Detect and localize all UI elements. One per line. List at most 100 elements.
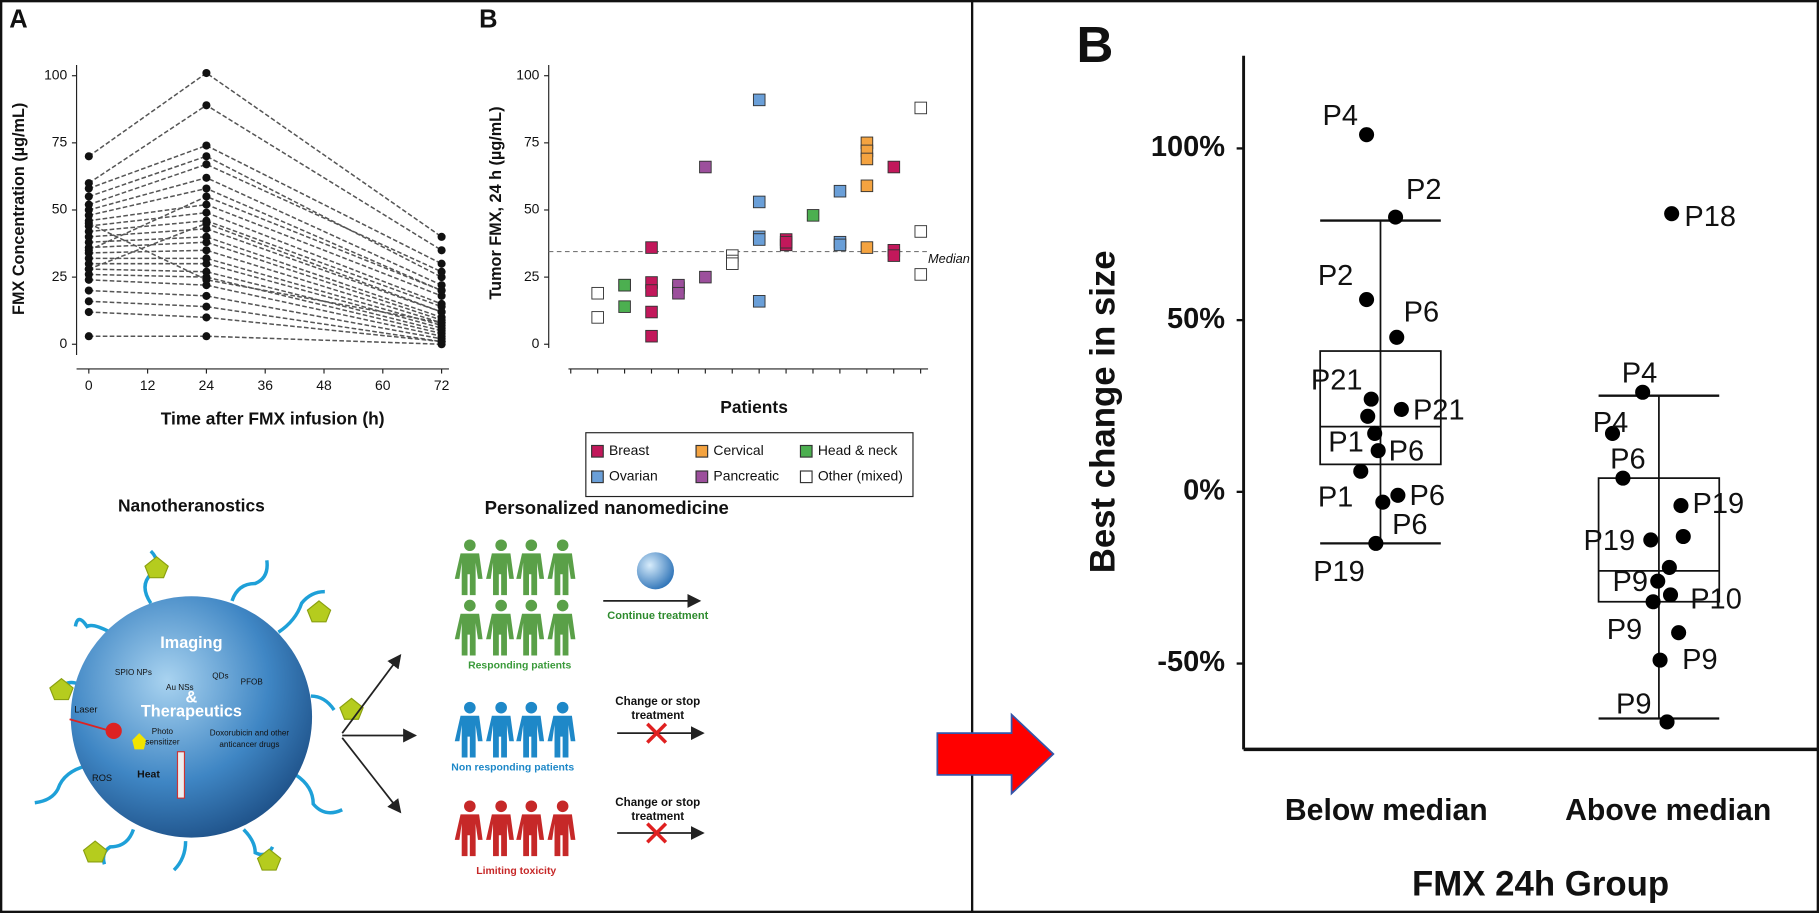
point-label: P9 bbox=[1613, 566, 1648, 598]
legend-swatch bbox=[695, 444, 709, 458]
series-line bbox=[88, 228, 442, 313]
person-body bbox=[516, 814, 545, 857]
point bbox=[437, 246, 446, 255]
legend-swatch bbox=[799, 470, 813, 484]
point bbox=[1664, 206, 1680, 222]
person-head bbox=[556, 599, 569, 612]
person-body bbox=[486, 814, 514, 857]
point-label: P4 bbox=[1622, 358, 1657, 390]
point-label: P1 bbox=[1328, 427, 1363, 459]
point bbox=[1650, 573, 1666, 589]
point bbox=[645, 329, 658, 343]
point bbox=[1359, 127, 1375, 143]
red-arrow bbox=[936, 712, 1055, 796]
legend-swatch bbox=[591, 444, 604, 458]
series-line bbox=[88, 311, 442, 343]
action-label: Change or stop bbox=[615, 796, 700, 809]
y-tick-label: 25 bbox=[524, 268, 540, 284]
x-tick-label: 48 bbox=[316, 377, 332, 393]
legend-label: Cervical bbox=[713, 442, 763, 458]
x-axis-label: Time after FMX infusion (h) bbox=[161, 409, 385, 429]
point bbox=[1359, 291, 1375, 308]
point-label: P2 bbox=[1318, 260, 1353, 292]
person-head bbox=[556, 539, 569, 552]
point bbox=[202, 101, 211, 110]
y-tick-label: 100% bbox=[1151, 131, 1225, 163]
series-line bbox=[88, 195, 442, 292]
point bbox=[202, 291, 211, 300]
point bbox=[84, 246, 93, 255]
person-body bbox=[516, 613, 545, 656]
point bbox=[84, 286, 93, 295]
y-tick-label: 50% bbox=[1167, 303, 1225, 335]
point-label: P6 bbox=[1610, 443, 1645, 475]
series-line bbox=[88, 72, 443, 238]
legend-box bbox=[585, 432, 914, 498]
point bbox=[437, 286, 446, 295]
point-label: P19 bbox=[1693, 488, 1745, 520]
person-head bbox=[495, 539, 507, 552]
x-tick-label: 12 bbox=[140, 377, 156, 393]
point bbox=[645, 284, 658, 297]
point bbox=[202, 200, 211, 209]
nanoparticle bbox=[70, 596, 313, 838]
series-line bbox=[88, 163, 442, 273]
series-line bbox=[88, 268, 442, 332]
label: PFOB bbox=[241, 677, 263, 686]
point bbox=[437, 318, 446, 327]
person-head bbox=[556, 701, 569, 714]
point-label: P9 bbox=[1682, 644, 1717, 676]
series-line bbox=[88, 335, 442, 346]
label: & bbox=[186, 689, 198, 707]
point bbox=[914, 101, 928, 115]
legend-swatch bbox=[695, 470, 709, 484]
point bbox=[1353, 463, 1369, 479]
y-axis-label: Best change in size bbox=[1084, 250, 1123, 573]
median-label: Median bbox=[928, 251, 970, 266]
point-label: P9 bbox=[1607, 614, 1642, 646]
legend-label: Breast bbox=[609, 442, 649, 458]
person-head bbox=[556, 800, 569, 813]
point-label: P19 bbox=[1584, 525, 1636, 557]
point bbox=[645, 305, 658, 319]
point bbox=[1661, 559, 1677, 575]
point bbox=[202, 275, 211, 284]
diagram-title: Personalized nanomedicine bbox=[485, 497, 729, 518]
person-head bbox=[525, 800, 538, 813]
point-label: P18 bbox=[1684, 201, 1736, 233]
y-tick-label: 0 bbox=[60, 335, 68, 351]
point bbox=[1368, 535, 1384, 551]
point bbox=[1375, 494, 1391, 510]
point bbox=[645, 241, 658, 254]
point-label: P19 bbox=[1313, 556, 1365, 588]
point bbox=[914, 268, 928, 281]
point bbox=[1662, 587, 1679, 603]
point bbox=[860, 241, 874, 254]
person-body bbox=[486, 613, 514, 656]
person-body bbox=[454, 715, 483, 758]
x-tick-label: 36 bbox=[257, 377, 273, 393]
series-line bbox=[88, 273, 442, 335]
point bbox=[84, 192, 93, 201]
point bbox=[618, 300, 631, 313]
point-label: P6 bbox=[1404, 297, 1439, 329]
point-label: P2 bbox=[1406, 174, 1441, 206]
group-label: Non responding patients bbox=[451, 763, 574, 774]
point bbox=[202, 332, 211, 341]
label: Therapeutics bbox=[141, 703, 242, 721]
point bbox=[84, 297, 93, 306]
person-head bbox=[495, 599, 507, 612]
action-label: treatment bbox=[631, 810, 684, 823]
point bbox=[672, 286, 685, 300]
point bbox=[752, 93, 766, 107]
label: anticancer drugs bbox=[219, 740, 279, 749]
series-line bbox=[88, 222, 442, 324]
point-label: P1 bbox=[1318, 482, 1353, 514]
point-label: P6 bbox=[1389, 436, 1424, 468]
photosensitizer bbox=[132, 733, 147, 750]
point bbox=[1643, 532, 1659, 548]
label: sensitizer bbox=[145, 738, 180, 747]
y-axis-label: Tumor FMX, 24 h (µg/mL) bbox=[487, 106, 505, 299]
series-line bbox=[88, 219, 442, 308]
